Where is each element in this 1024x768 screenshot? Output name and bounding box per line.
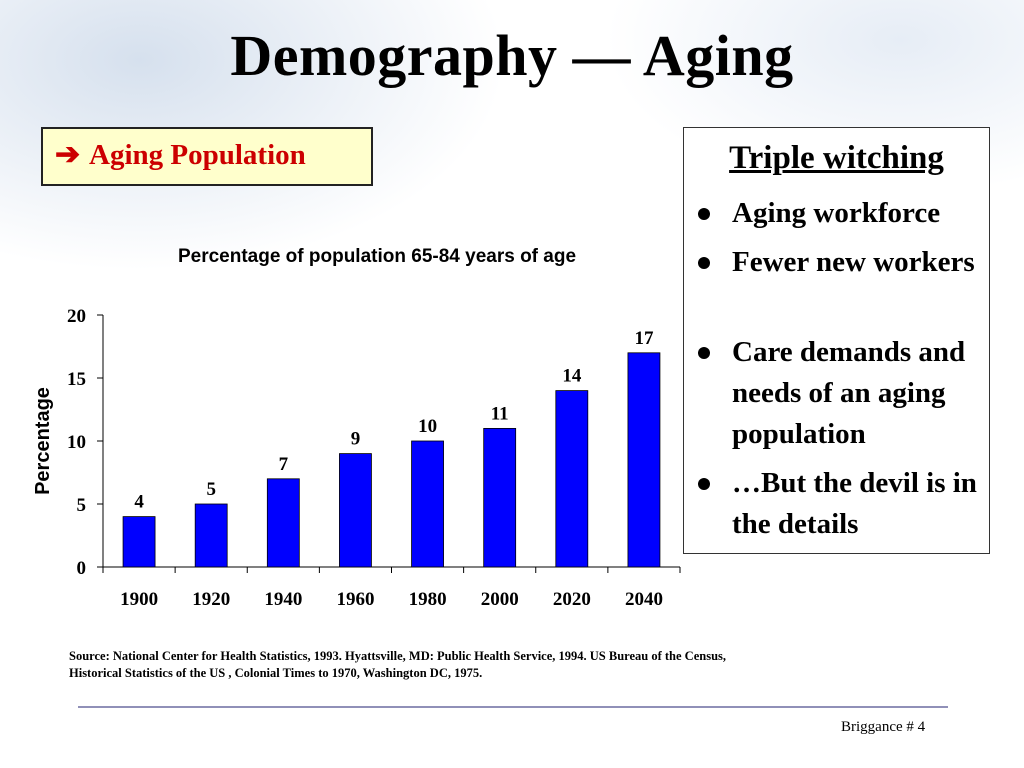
right-arrow-icon: ➔ bbox=[55, 138, 81, 171]
bar bbox=[627, 352, 661, 568]
x-tick-label: 1940 bbox=[264, 589, 302, 610]
source-line-1: Source: National Center for Health Stati… bbox=[69, 649, 727, 663]
y-tick-label: 15 bbox=[67, 369, 86, 390]
x-tick-label: 1900 bbox=[120, 589, 158, 610]
y-tick-label: 10 bbox=[67, 432, 86, 453]
y-tick-label: 20 bbox=[67, 306, 86, 327]
bar bbox=[483, 427, 517, 568]
chart-title: Percentage of population 65-84 years of … bbox=[178, 246, 576, 267]
source-citation: Source: National Center for Health Stati… bbox=[69, 648, 849, 682]
bar-value-label: 9 bbox=[351, 429, 361, 450]
x-tick-label: 2020 bbox=[553, 589, 591, 610]
y-axis: 0 5 10 15 20 bbox=[67, 306, 104, 579]
callout-label: Aging Population bbox=[89, 139, 306, 171]
bullet-icon bbox=[698, 208, 710, 220]
bar-value-label: 17 bbox=[634, 328, 654, 349]
bar bbox=[194, 503, 228, 568]
x-tick-label: 2040 bbox=[625, 589, 663, 610]
aging-population-callout: ➔ Aging Population bbox=[41, 127, 373, 186]
bar-value-label: 4 bbox=[134, 492, 144, 513]
bar-value-label: 10 bbox=[418, 416, 437, 437]
bar bbox=[339, 453, 372, 568]
triple-witching-panel: Triple witching Aging workforce Fewer ne… bbox=[683, 127, 990, 554]
panel-title: Triple witching bbox=[729, 140, 944, 176]
bar bbox=[411, 440, 444, 568]
list-item: Aging workforce bbox=[732, 197, 941, 229]
list-item: Fewer new workers bbox=[732, 246, 975, 278]
y-tick-label: 0 bbox=[77, 558, 87, 579]
footer-text: Briggance # 4 bbox=[841, 719, 926, 735]
x-tick-label: 1960 bbox=[336, 589, 374, 610]
data-labels: 4 5 7 9 10 11 14 17 bbox=[134, 328, 654, 513]
bullet-icon bbox=[698, 257, 710, 269]
bar-value-label: 5 bbox=[206, 479, 216, 500]
source-line-2: Historical Statistics of the US , Coloni… bbox=[69, 666, 483, 680]
x-tick-label: 1980 bbox=[409, 589, 447, 610]
bar bbox=[266, 478, 300, 568]
y-axis-label: Percentage bbox=[32, 387, 54, 495]
list-item: …But the devil is in the details bbox=[732, 467, 977, 540]
list-item: Care demands and needs of an aging popul… bbox=[732, 336, 966, 450]
bar-value-label: 14 bbox=[562, 366, 582, 387]
bars bbox=[122, 352, 661, 568]
bar-value-label: 7 bbox=[279, 454, 289, 475]
slide-title: Demography — Aging bbox=[230, 23, 794, 88]
footer-divider bbox=[78, 706, 948, 708]
x-tick-label: 2000 bbox=[481, 589, 519, 610]
bar bbox=[555, 390, 589, 568]
bullet-icon bbox=[698, 478, 710, 490]
y-tick-label: 5 bbox=[77, 495, 87, 516]
x-axis: 1900 1920 1940 1960 1980 2000 2020 2040 bbox=[102, 566, 681, 610]
bar-value-label: 11 bbox=[491, 403, 509, 424]
x-tick-label: 1920 bbox=[192, 589, 230, 610]
bullet-icon bbox=[698, 347, 710, 359]
bar bbox=[122, 516, 156, 568]
